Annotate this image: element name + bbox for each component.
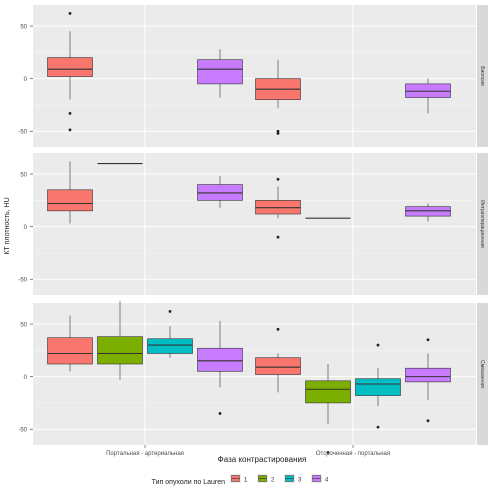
box <box>405 367 451 383</box>
y-axis-title: КТ плотность, HU <box>4 197 11 254</box>
x-tick-label: Портальная - артериальная <box>106 451 184 457</box>
boxplot-group-2 <box>305 364 351 454</box>
box <box>197 347 243 372</box>
boxplot-group-4 <box>197 320 243 415</box>
box <box>97 336 143 365</box>
y-tick-label: 0 <box>24 375 28 381</box>
boxplot-group-1 <box>47 12 93 115</box>
box <box>47 189 93 212</box>
boxplot-group-3 <box>355 343 401 429</box>
legend-title: Тип опухоли по Lauren <box>152 479 225 486</box>
box <box>255 357 301 375</box>
boxplot-group-1 <box>47 315 93 372</box>
facet-strip-label: Смешанная <box>479 360 485 388</box>
boxplot-group-4 <box>405 78 451 114</box>
legend-key-1: 1 <box>230 474 248 484</box>
facet-strip <box>477 5 488 147</box>
y-tick-label: 50 <box>20 173 27 179</box>
outlier-point <box>276 327 280 331</box>
box <box>47 337 93 365</box>
legend-label: 3 <box>298 478 302 484</box>
panel-background <box>33 5 476 147</box>
facet-strip <box>477 153 488 295</box>
outlier-point <box>68 128 72 132</box>
legend-key-4: 4 <box>311 474 329 484</box>
outlier-point <box>276 235 280 239</box>
panels-layer: -50 0 50 Биопсия -50 0 50 Интраоперационная -50 0… <box>18 5 488 457</box>
facet-strip <box>477 303 488 445</box>
legend-key-2: 2 <box>257 474 275 484</box>
outlier-point <box>276 131 280 135</box>
legend-label: 4 <box>325 478 329 484</box>
y-tick-label: 0 <box>24 77 28 83</box>
box <box>47 57 93 77</box>
outlier-point <box>376 343 380 347</box>
outlier-point <box>326 450 330 454</box>
box <box>147 338 193 354</box>
outlier-point <box>376 425 380 429</box>
legend-label: 1 <box>244 478 248 484</box>
panel-background <box>33 303 476 445</box>
boxplot-group-4 <box>405 203 451 222</box>
outlier-point <box>426 338 430 342</box>
y-tick-label: -50 <box>18 278 27 284</box>
boxplot-group-1 <box>255 177 301 239</box>
facet-strip-label: Интраоперационная <box>479 200 485 248</box>
legend-key-3: 3 <box>284 474 302 484</box>
x-axis-title: Фаза контрастирования <box>218 455 307 464</box>
y-tick-label: 0 <box>24 225 28 231</box>
y-tick-label: -50 <box>18 130 27 136</box>
box <box>305 380 351 404</box>
legend-label: 2 <box>271 478 275 484</box>
boxplot-group-3 <box>147 310 193 358</box>
outlier-point <box>168 310 172 313</box>
outlier-point <box>426 419 430 423</box>
box <box>355 378 401 396</box>
y-tick-label: 50 <box>20 323 27 329</box>
facet-strip-label: Биопсия <box>479 66 485 86</box>
boxplot-group-1 <box>255 327 301 393</box>
boxplot-group-4 <box>405 338 451 423</box>
boxplot-group-1 <box>47 128 93 224</box>
y-tick-label: -50 <box>18 428 27 434</box>
outlier-point <box>276 129 280 133</box>
x-tick-label: Отсроченная - портальная <box>316 451 390 457</box>
outlier-point <box>68 12 72 15</box>
panel-background <box>33 153 476 295</box>
outlier-point <box>68 111 72 115</box>
boxplot-group-4 <box>197 49 243 98</box>
outlier-point <box>218 412 222 415</box>
y-tick-label: 50 <box>20 25 27 31</box>
boxplot-group-2 <box>97 300 143 380</box>
legend: Тип опухоли по Lauren 1 2 3 4 <box>152 474 329 486</box>
boxplot-group-1 <box>255 59 301 135</box>
outlier-point <box>276 177 280 181</box>
boxplot-group-4 <box>197 176 243 208</box>
box <box>197 59 243 85</box>
